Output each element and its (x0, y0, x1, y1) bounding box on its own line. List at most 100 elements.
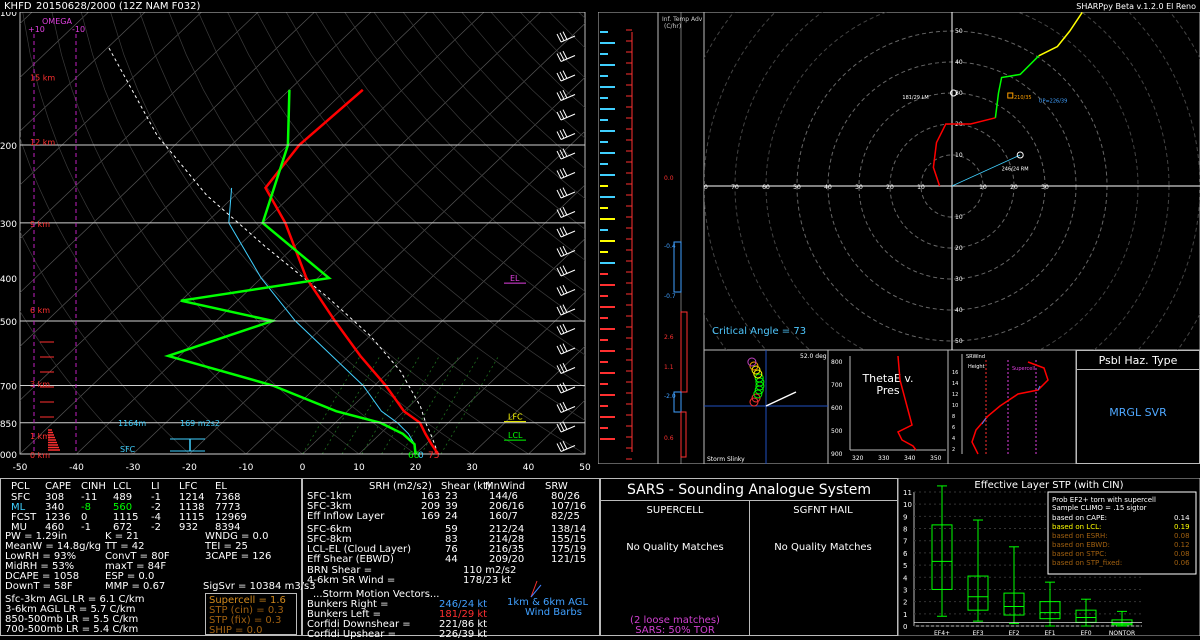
height-label: 3 km (30, 380, 50, 389)
temp-tick-label: -30 (126, 463, 141, 473)
wind-barb (556, 362, 576, 374)
wind-barb-staff (560, 55, 576, 62)
skewt-plot-area (20, 12, 585, 454)
sfc-wetbulb-label: 0 (418, 451, 424, 461)
stp-info-value: 0.08 (1174, 550, 1190, 558)
isotherm-line (20, 12, 259, 240)
mixing-ratio-line (440, 355, 500, 454)
isotherm-line (20, 12, 372, 347)
height-label: 15 km (30, 74, 55, 83)
kin-cell: 212/24 (489, 524, 525, 535)
lm-label: 181/29 LM (902, 95, 928, 101)
isotherm-line (20, 12, 485, 454)
wind-barb (556, 343, 576, 355)
lm-marker (950, 89, 958, 97)
thermo-cell: 1236 (45, 512, 71, 523)
isotherm-line (20, 12, 146, 132)
stp-y-tick: 5 (903, 562, 907, 570)
wind-barb-flag (562, 50, 568, 60)
kin-cell: 59 (445, 524, 458, 535)
inferred-temp-panel: Inf. Temp Adv(C/hr) 0.0 -0.4 -0.7 2.6 1.1 -2.0… (598, 12, 704, 464)
hodograph-x-tick: 20 (886, 184, 894, 191)
mean-wind-label: 210/35 (1014, 95, 1032, 101)
dry-adiabat (578, 12, 585, 19)
wind-barb (556, 323, 576, 335)
stp-panel: Effective Layer STP (with CIN)1110987654… (898, 478, 1200, 636)
kin-cell: SFC-3km (307, 501, 352, 512)
wind-barb-flag (562, 70, 568, 79)
thetae-x-tick: 330 (878, 455, 890, 462)
thermo-index: MidRH = 53% (5, 561, 75, 572)
wind-barb-flag (562, 401, 568, 411)
dry-adiabat (373, 12, 585, 230)
kin-cell: 39 (445, 501, 458, 512)
temperature-trace (263, 88, 440, 454)
wind-barb (556, 265, 576, 277)
thetae-y-tick: 500 (831, 428, 843, 435)
lfc-label: LFC (508, 413, 523, 422)
wind-barb-flag (559, 110, 565, 120)
wind-barb-flag (559, 442, 565, 451)
sfc-temp-label: 75 (428, 451, 439, 461)
thetae-title2: Pres (876, 384, 899, 397)
wind-barb (556, 421, 576, 433)
kin-cell: 160/7 (489, 511, 518, 522)
thetae-x-tick: 340 (904, 455, 916, 462)
mixing-ratio-line (401, 355, 460, 454)
height-label: 6 km (30, 306, 50, 315)
isotherm-line (471, 345, 585, 454)
mixing-ratio-line (420, 355, 480, 454)
kin-cell: 83 (445, 534, 458, 545)
kin-cell: 169 (421, 511, 441, 522)
kin-cell: 76 (445, 544, 458, 555)
thetae-y-tick: 900 (831, 451, 843, 458)
hodograph-y-tick: 20 (955, 245, 963, 252)
slinky-circle (755, 377, 765, 387)
wind-barb-flag (556, 287, 562, 296)
thermo-cell: 1115 (179, 512, 205, 523)
wind-barb-staff (560, 113, 576, 121)
wind-barb-flag (562, 304, 568, 313)
kin-cell: 206/16 (489, 501, 525, 512)
wind-barb-flag (562, 323, 568, 333)
wind-barb-flag (562, 440, 568, 450)
kin-cell: Eff Shear (EBWD) (307, 554, 394, 565)
wind-barb-staff (560, 269, 576, 277)
hazard-title: Psbl Haz. Type (1098, 354, 1178, 367)
itadv-value: -2.0 (664, 393, 676, 400)
sars-title: SARS - Sounding Analogue System (627, 482, 871, 498)
run-label: 20150628/2000 (12Z NAM F032) (36, 1, 201, 12)
wind-barb-flag (556, 33, 562, 43)
temp-tick-label: -50 (13, 463, 28, 473)
sars-tor: SARS: 50% TOR (635, 625, 715, 636)
wind-barb-staff (560, 406, 576, 413)
isotherm-line (20, 12, 315, 294)
wind-barb-flag (559, 52, 565, 61)
isotherm-line (584, 453, 585, 454)
temp-tick-label: -10 (239, 463, 254, 473)
wind-barb-flag (562, 128, 568, 138)
thermo-header: LFC (179, 481, 198, 492)
wind-barb-flag (559, 266, 565, 276)
wind-barb-flag (562, 148, 568, 157)
stp-info-label: based on STP_fixed: (1052, 559, 1122, 567)
temp-tick-label: -40 (69, 463, 84, 473)
isotherm-line (20, 12, 202, 186)
temp-tick-label: 50 (579, 463, 591, 473)
kin-cell: 209 (421, 501, 441, 512)
pressure-tick-label: 100 (0, 12, 17, 19)
mean-wind-marker (1007, 92, 1014, 99)
thermo-index: 3CAPE = 126 (205, 551, 272, 562)
omega-tick: -10 (72, 25, 85, 34)
wind-barb (556, 284, 576, 296)
thermo-index: DownT = 58F (5, 581, 73, 592)
storm-motion-value: 246/24 kt (439, 599, 488, 610)
storm-motion-title: ...Storm Motion Vectors... (313, 589, 440, 600)
itadv-bar (673, 241, 682, 293)
thermo-cell: FCST (11, 512, 37, 523)
hodograph-x-tick: 60 (762, 184, 770, 191)
wind-barb-flag (556, 189, 562, 199)
barb-1km (530, 580, 538, 598)
sars-panel: SARS - Sounding Analogue System SUPERCEL… (600, 478, 898, 636)
